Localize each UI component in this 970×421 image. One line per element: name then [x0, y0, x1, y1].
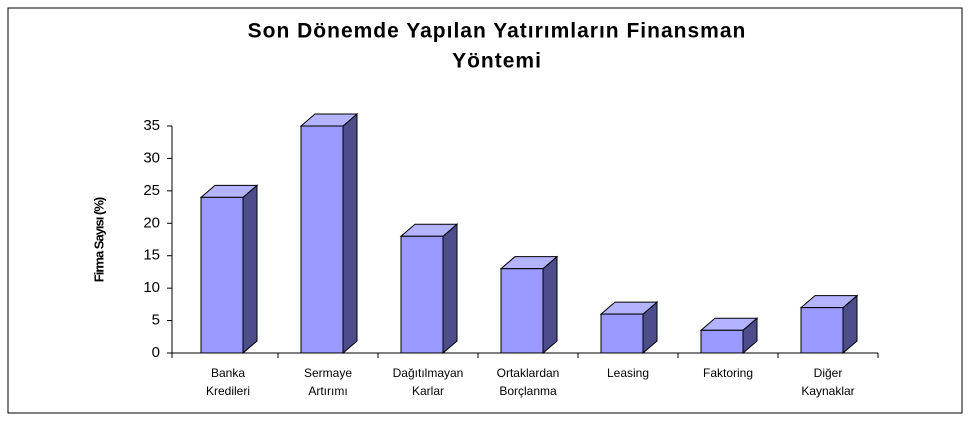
x-tick-label: Artırımı [308, 384, 347, 398]
bar [299, 112, 359, 355]
x-tick-label: Karlar [412, 384, 444, 398]
x-tick-label: Ortaklardan [497, 366, 560, 380]
bar [699, 317, 759, 355]
bar-side [342, 112, 358, 355]
bar-front [300, 125, 344, 354]
bar-front [500, 268, 544, 354]
bar [799, 294, 859, 355]
y-tick-label: 35 [143, 117, 160, 134]
x-tick-label: Diğer [814, 366, 843, 380]
chart-title: Son Dönemde Yapılan Yatırımların Finansm… [248, 20, 747, 43]
bar-side [442, 223, 458, 355]
x-tick-label: Kaynaklar [801, 384, 854, 398]
x-tick-label: Banka [211, 366, 245, 380]
y-tick-label: 10 [143, 279, 160, 296]
y-tick-label: 20 [143, 214, 160, 231]
y-tick-label: 25 [143, 182, 160, 199]
bar-side [242, 184, 258, 355]
y-tick-label: 5 [152, 312, 160, 329]
bar [499, 255, 559, 355]
y-tick-label: 15 [143, 247, 160, 264]
x-tick-label: Leasing [607, 366, 649, 380]
x-tick-label: Sermaye [304, 366, 352, 380]
bar-front [200, 196, 244, 354]
bar-side [542, 255, 558, 355]
y-axis-label: Firma Sayısı (%) [91, 197, 106, 282]
x-tick-label: Borçlanma [499, 384, 557, 398]
bar-front [400, 235, 444, 354]
bar-front [600, 313, 644, 354]
bar [599, 300, 659, 355]
x-tick-label: Kredileri [206, 384, 250, 398]
bar-front [700, 329, 744, 354]
y-tick-label: 0 [152, 344, 160, 361]
chart-title: Yöntemi [452, 50, 542, 73]
y-tick-label: 30 [143, 149, 160, 166]
bar [399, 223, 459, 355]
bar [199, 184, 259, 355]
bar-front [800, 307, 844, 354]
x-tick-label: Faktoring [703, 366, 753, 380]
x-tick-label: Dağıtılmayan [393, 366, 464, 380]
